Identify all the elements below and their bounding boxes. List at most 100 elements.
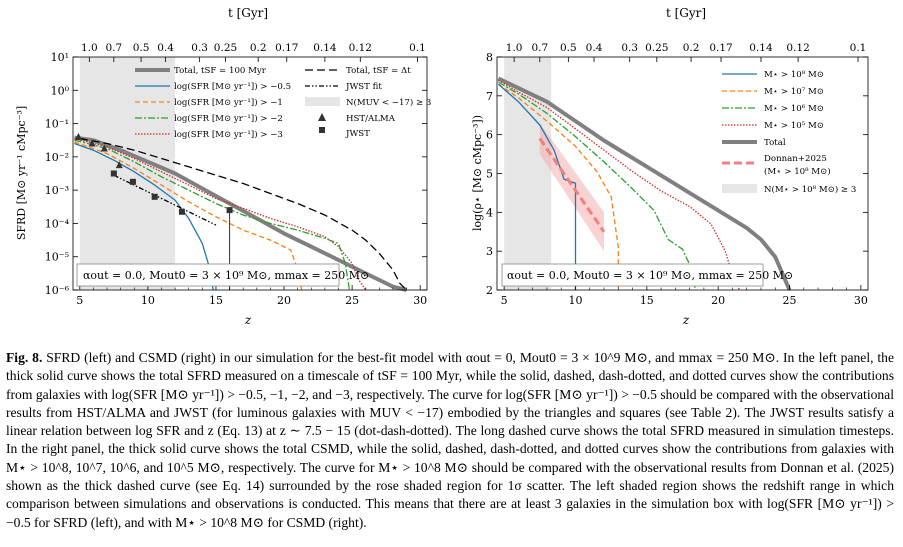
- x-tick-label: 5: [501, 294, 508, 307]
- right-panel-csmd: 5 10 15 20 25 30 2 3 4 5 6 7 8 1.0 0.7 0.5 0.4 0.3 0.25 0.2…: [471, 6, 869, 327]
- hst-alma-point-1: [88, 139, 96, 147]
- x-tick-label: 15: [640, 294, 654, 307]
- x-tick-label: 25: [345, 294, 359, 307]
- legend-m5-label: M⋆ > 10⁵ M⊙: [764, 121, 824, 131]
- top-tick-label: 0.25: [645, 42, 668, 54]
- l-series-line-4: [74, 141, 303, 291]
- y-tick-label: 10⁻⁴: [45, 217, 70, 230]
- legend-right-shade-label: N(M⋆ > 10⁸ M⊙) ≥ 3: [764, 184, 856, 195]
- top-tick-label: 0.12: [349, 42, 372, 54]
- legend-jwst-fit-label: JWST fit: [345, 82, 382, 92]
- hst-alma-point-0: [74, 132, 82, 140]
- l-series-line-5: [74, 142, 214, 291]
- x-tick-label: 30: [854, 294, 868, 307]
- left-top-axis-label: t [Gyr]: [228, 6, 268, 20]
- top-tick-label: 0.14: [313, 42, 337, 54]
- legend-right-shade-swatch: [722, 184, 757, 193]
- r-series-line-4: [497, 83, 577, 290]
- top-tick-label: 0.17: [709, 42, 732, 54]
- r-series-line-3: [498, 83, 619, 290]
- legend-sfr-05-label: log(SFR [M⊙ yr⁻¹]) > −0.5: [174, 81, 291, 92]
- top-tick-label: 0.1: [409, 42, 426, 54]
- top-tick-label: 0.25: [214, 42, 237, 54]
- y-tick-label: 10⁻³: [45, 184, 69, 197]
- hst-alma-point-3: [115, 161, 123, 169]
- legend-m7-label: M⋆ > 10⁷ M⊙: [764, 87, 824, 97]
- jwst-point-0: [110, 170, 117, 177]
- left-plot-frame: [72, 56, 428, 291]
- y-tick-label: 6: [486, 129, 493, 142]
- top-tick-label: 0.12: [786, 42, 809, 54]
- right-y-axis-label: log(ρ⋆ [M⊙ cMpc⁻³]): [471, 115, 484, 231]
- x-tick-label: 15: [209, 294, 223, 307]
- right-axis-ticks: 5 10 15 20 25 30 2 3 4 5 6 7 8 1.0 0.7 0.5 0.4 0.3 0.25 0.2…: [486, 42, 868, 307]
- top-tick-label: 0.5: [560, 42, 577, 54]
- top-tick-label: 0.2: [250, 42, 267, 54]
- left-axis-ticks: 5 10 15 20 25 30 10⁻⁶ 10⁻⁵ 10⁻⁴ 10⁻³ 10⁻² 10⁻¹ 10⁰ 10…: [45, 42, 427, 307]
- left-legend: Total, tSF = 100 Myr log(SFR [M⊙ yr⁻¹]) …: [135, 66, 431, 140]
- r-series-line-5: [538, 137, 606, 233]
- left-annotation-text: αout = 0.0, Mout0 = 3 × 10⁹ M⊙, mmax = 2…: [83, 269, 369, 282]
- y-tick-label: 5: [486, 168, 493, 181]
- top-tick-label: 0.1: [850, 42, 867, 54]
- y-tick-label: 2: [486, 284, 493, 297]
- y-tick-label: 8: [486, 51, 493, 64]
- legend-m6-label: M⋆ > 10⁶ M⊙: [764, 104, 824, 114]
- hst-alma-point-2: [100, 144, 108, 152]
- x-tick-label: 10: [141, 294, 155, 307]
- jwst-point-4: [226, 207, 233, 214]
- x-tick-label: 5: [76, 294, 83, 307]
- jwst-point-1: [129, 178, 136, 185]
- l-series-line-3: [74, 139, 351, 291]
- legend-donnan-label: Donnan+2025: [764, 154, 827, 164]
- y-tick-label: 10⁰: [51, 84, 70, 97]
- legend-shade-swatch: [305, 97, 340, 106]
- legend-shade-label: N(MUV < −17) ≥ 3: [346, 97, 431, 108]
- caption-text: SFRD (left) and CSMD (right) in our simu…: [6, 350, 895, 530]
- top-tick-label: 0.14: [749, 42, 773, 54]
- legend-total-dt-label: Total, tSF = Δt: [346, 66, 411, 76]
- caption-label: Fig. 8.: [6, 350, 43, 365]
- y-tick-label: 10¹: [51, 51, 69, 64]
- legend-sfr-1-label: log(SFR [M⊙ yr⁻¹]) > −1: [174, 97, 283, 108]
- top-tick-label: 0.4: [586, 42, 603, 54]
- y-tick-label: 7: [486, 90, 493, 103]
- right-annotation-box: [501, 263, 764, 287]
- left-annotation-box: [76, 263, 340, 287]
- top-tick-label: 0.7: [105, 42, 122, 54]
- figure-8: 5 10 15 20 25 3010⁻⁶10⁻⁵10⁻⁴10⁻³10⁻²10⁻¹10⁰10…: [15, 6, 869, 327]
- left-observation-markers: [74, 132, 233, 290]
- right-legend: M⋆ > 10⁸ M⊙ M⋆ > 10⁷ M⊙ M⋆ > 10⁶ M⊙ M⋆ >…: [722, 70, 856, 195]
- top-tick-label: 0.3: [621, 42, 638, 54]
- legend-donnan-sub-label: (M⋆ > 10⁸ M⊙): [764, 166, 831, 177]
- r-series-line-0: [497, 76, 792, 291]
- top-tick-label: 0.3: [191, 42, 208, 54]
- y-tick-label: 10⁻²: [45, 151, 69, 164]
- top-tick-label: 0.2: [683, 42, 700, 54]
- jwst-point-3: [178, 208, 185, 215]
- x-tick-label: 10: [568, 294, 582, 307]
- legend-sfr-2-label: log(SFR [M⊙ yr⁻¹]) > −2: [174, 113, 283, 124]
- y-tick-label: 4: [486, 206, 493, 219]
- right-annotation-text: αout = 0.0, Mout0 = 3 × 10⁹ M⊙, mmax = 2…: [507, 269, 793, 282]
- right-series-group: [497, 76, 792, 291]
- y-tick-label: 10⁻⁶: [45, 284, 70, 297]
- x-tick-label: 20: [711, 294, 725, 307]
- top-tick-label: 1.0: [506, 42, 523, 54]
- legend-hst-alma-triangle-icon: [318, 113, 326, 121]
- l-series-line-0: [74, 135, 408, 292]
- figure-caption: Fig. 8. SFRD (left) and CSMD (right) in …: [6, 349, 894, 532]
- top-tick-label: 0.17: [275, 42, 298, 54]
- legend-total-tsf100-label: Total, tSF = 100 Myr: [174, 66, 267, 76]
- x-tick-label: 20: [277, 294, 291, 307]
- r-series-line-2: [498, 81, 696, 291]
- jwst-point-2: [151, 193, 158, 200]
- y-tick-label: 3: [486, 245, 493, 258]
- top-tick-label: 1.0: [81, 42, 98, 54]
- x-tick-label: 30: [413, 294, 427, 307]
- left-panel-sfrd: 5 10 15 20 25 30 10⁻⁶ 10⁻⁵ 10⁻⁴ 10⁻³ 10⁻² 10⁻¹ 10⁰ 10…: [15, 6, 431, 327]
- top-tick-label: 0.4: [157, 42, 174, 54]
- right-top-axis-label: t [Gyr]: [666, 6, 706, 20]
- legend-jwst-label: JWST: [345, 129, 370, 139]
- left-x-axis-label: z: [244, 313, 252, 327]
